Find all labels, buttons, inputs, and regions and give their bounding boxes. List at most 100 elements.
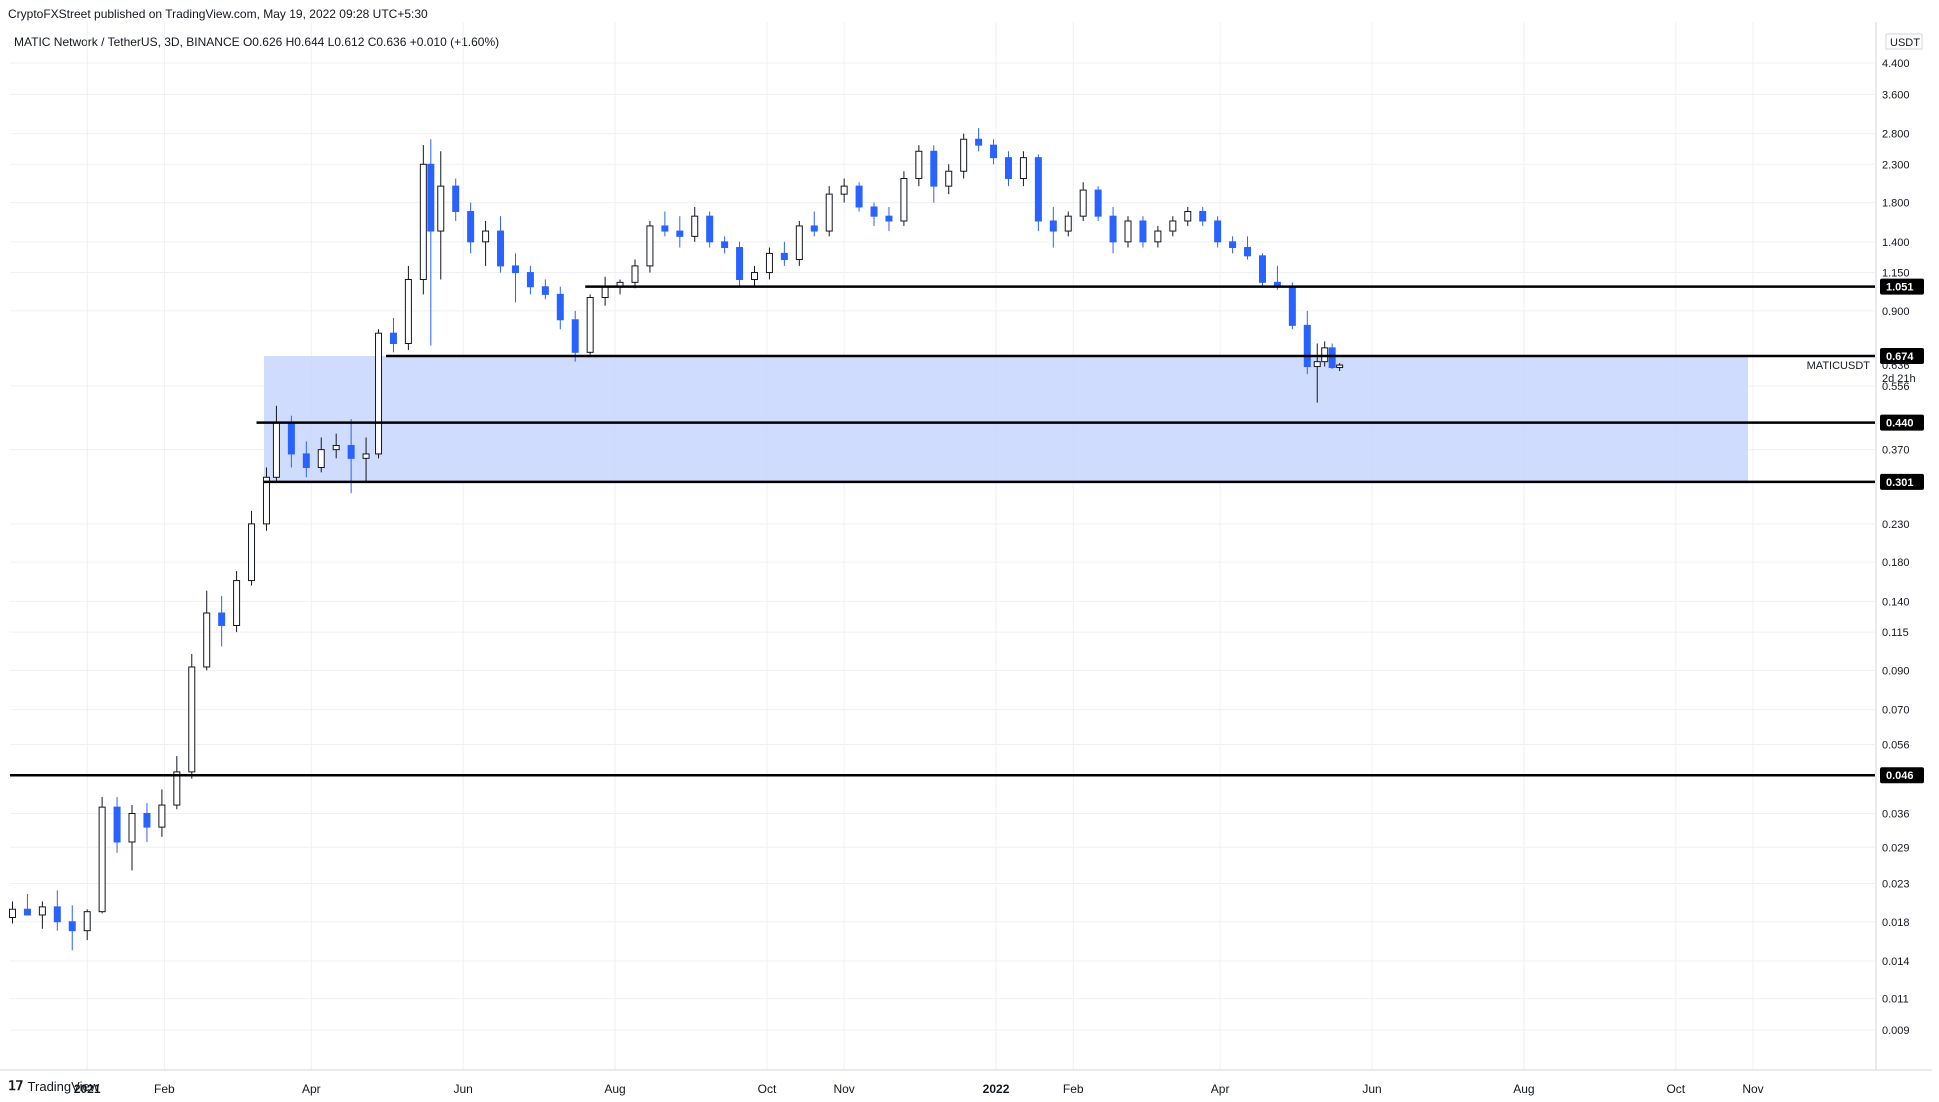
candle-body bbox=[691, 215, 699, 237]
candle-body bbox=[586, 297, 594, 353]
candle-body bbox=[840, 185, 848, 195]
time-tick-label: Oct bbox=[1666, 1082, 1685, 1096]
candle-down bbox=[810, 211, 818, 237]
time-tick-label: Nov bbox=[833, 1082, 854, 1096]
candle-down bbox=[870, 202, 878, 226]
candle-down bbox=[526, 265, 534, 295]
currency-box[interactable] bbox=[1885, 33, 1923, 50]
candle-up bbox=[1336, 363, 1344, 372]
support-label: 1.051 bbox=[1886, 282, 1914, 294]
candle-body bbox=[173, 771, 181, 806]
candle-down bbox=[53, 890, 61, 931]
candle-body bbox=[1229, 241, 1237, 249]
price-tick-label: 0.011 bbox=[1882, 994, 1909, 1006]
candle-down bbox=[1139, 216, 1147, 248]
candle-up bbox=[601, 276, 609, 306]
candle-body bbox=[736, 247, 744, 280]
current-symbol-label: MATICUSDT bbox=[1807, 360, 1871, 372]
support-levels: 1.051 0.674 0.440 0.301 0.046 bbox=[10, 278, 1924, 784]
candle-body bbox=[1244, 247, 1252, 257]
candle-up bbox=[765, 247, 773, 280]
price-tick-label: 2.800 bbox=[1882, 129, 1910, 141]
price-tick-label: 0.115 bbox=[1882, 627, 1909, 639]
candle-up bbox=[173, 756, 181, 810]
candle-down bbox=[497, 216, 505, 273]
candle-down bbox=[143, 803, 151, 842]
candle-body bbox=[541, 286, 549, 295]
symbol-ohlc-legend: MATIC Network / TetherUS, 3D, BINANCE O0… bbox=[14, 35, 500, 49]
price-tick-label: 0.230 bbox=[1882, 519, 1910, 531]
candle-body bbox=[571, 319, 579, 353]
candle-up bbox=[233, 571, 241, 633]
candle-body bbox=[437, 185, 445, 232]
candle-body bbox=[721, 241, 729, 249]
candle-body bbox=[53, 906, 61, 923]
price-tick-label: 0.180 bbox=[1882, 557, 1910, 569]
candle-body bbox=[68, 921, 76, 932]
support-label: 0.046 bbox=[1886, 770, 1914, 782]
candle-up bbox=[1124, 216, 1132, 248]
price-tick-label: 1.800 bbox=[1882, 198, 1910, 210]
candle-body bbox=[427, 163, 435, 232]
candle-body bbox=[631, 265, 639, 283]
price-tick-label: 1.150 bbox=[1882, 268, 1910, 280]
candle-up bbox=[646, 220, 654, 273]
candle-down bbox=[1049, 206, 1057, 248]
price-tick-label: 0.036 bbox=[1882, 809, 1910, 821]
candle-body bbox=[332, 444, 340, 451]
candle-body bbox=[302, 453, 310, 469]
candle-up bbox=[960, 133, 968, 179]
candle-body bbox=[23, 908, 31, 916]
candle-body bbox=[885, 215, 893, 222]
support-label-box bbox=[1880, 414, 1924, 431]
candle-up bbox=[1184, 206, 1192, 226]
candle-body bbox=[1019, 157, 1027, 180]
candle-body bbox=[419, 163, 427, 280]
candle-body bbox=[825, 193, 833, 232]
candle-body bbox=[646, 225, 654, 267]
candle-body bbox=[233, 580, 241, 626]
candle-body bbox=[751, 272, 759, 280]
candle-up bbox=[1313, 343, 1321, 403]
time-tick-label: Oct bbox=[758, 1082, 777, 1096]
currency-label: USDT bbox=[1890, 37, 1920, 49]
candle-down bbox=[452, 178, 460, 221]
candle-body bbox=[203, 612, 211, 668]
time-tick-label: Apr bbox=[302, 1082, 321, 1096]
candle-body bbox=[404, 278, 412, 345]
time-tick-label: Aug bbox=[1513, 1082, 1534, 1096]
candles bbox=[8, 128, 1344, 951]
candle-body bbox=[1328, 347, 1336, 369]
candle-down bbox=[571, 310, 579, 362]
candle-down bbox=[218, 595, 226, 647]
candle-down bbox=[1034, 154, 1042, 232]
candle-body bbox=[810, 225, 818, 232]
candle-down bbox=[1229, 236, 1237, 254]
candle-body bbox=[915, 150, 923, 180]
candle-body bbox=[661, 225, 669, 232]
candle-body bbox=[1094, 189, 1102, 217]
candle-body bbox=[676, 230, 684, 237]
candle-down bbox=[1004, 151, 1012, 187]
candle-body bbox=[1154, 230, 1162, 243]
candle-body bbox=[128, 813, 136, 843]
candle-up bbox=[98, 797, 106, 914]
candle-body bbox=[482, 230, 490, 243]
price-tick-label: 0.090 bbox=[1882, 665, 1910, 677]
candle-body bbox=[1199, 211, 1207, 222]
candle-up bbox=[751, 265, 759, 287]
candle-body bbox=[526, 272, 534, 288]
candle-body bbox=[98, 806, 106, 913]
candle-up bbox=[1154, 225, 1162, 248]
candle-body bbox=[158, 804, 166, 828]
time-tick-label: Apr bbox=[1211, 1082, 1230, 1096]
candle-down bbox=[511, 253, 519, 303]
candle-body bbox=[1169, 220, 1177, 232]
candle-body bbox=[930, 150, 938, 187]
candle-down bbox=[1303, 310, 1311, 375]
candle-body bbox=[1064, 215, 1072, 232]
candle-up bbox=[631, 259, 639, 289]
candle-body bbox=[248, 523, 256, 582]
candle-body bbox=[389, 332, 397, 345]
